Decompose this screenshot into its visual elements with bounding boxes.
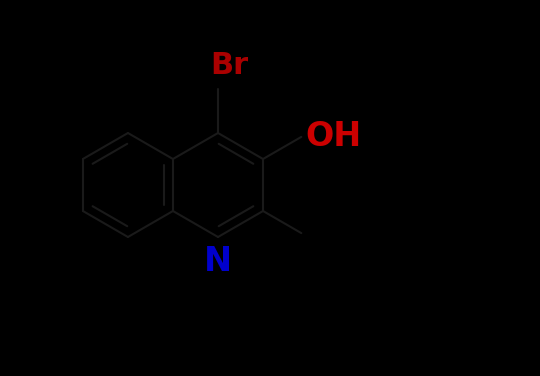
Text: N: N bbox=[204, 245, 232, 278]
Text: OH: OH bbox=[305, 120, 362, 153]
Text: Br: Br bbox=[210, 51, 248, 80]
